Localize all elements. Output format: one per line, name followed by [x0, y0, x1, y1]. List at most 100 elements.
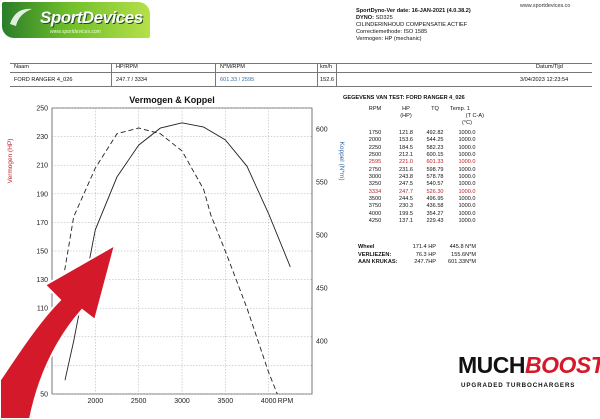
table-top-rule	[10, 63, 592, 64]
cell-tq: 496.95	[426, 196, 444, 203]
red-arrow-icon	[0, 242, 117, 419]
cell-rpm: 2500	[368, 152, 382, 159]
cell-rpm: 4250	[368, 218, 382, 225]
cell-tq: 492.82	[426, 130, 444, 136]
summary-v1: 171.4 HP	[412, 244, 436, 250]
col-divider	[317, 63, 318, 86]
cell-hp: 230.3	[399, 203, 413, 210]
cell-tq: 354.27	[426, 210, 444, 217]
summary-block: Wheel 171.4 HP 445.8 N*M VERLIEZEN: 76.3 HP 1…	[358, 244, 498, 267]
cell-tq: 436.58	[426, 203, 444, 210]
table-row: 2500 212.1 600.15 1000.0	[358, 152, 488, 159]
cell-hp: 247.7	[399, 188, 413, 195]
summary-row: Wheel 171.4 HP 445.8 N*M	[358, 244, 498, 252]
cell-temp: 1000.0	[458, 181, 476, 188]
cell-tq: 544.25	[426, 137, 444, 144]
header-datum: Datum/Tijd	[536, 64, 563, 70]
summary-v2: 155.6N*M	[451, 251, 476, 258]
table-row: 3000 243.8 578.78 1000.0	[358, 174, 488, 181]
chart-title: Vermogen & Koppel	[129, 95, 215, 105]
version-line: SportDyno-Ver date: 16-JAN-2021 (4.0.38.…	[356, 8, 471, 14]
cell-rpm: 4000	[368, 210, 382, 217]
y-left-axis-label: Vermogen (HP)	[7, 139, 14, 184]
value-kmh: 152.6	[320, 77, 334, 83]
y-left-tick-label: 150	[36, 249, 48, 256]
table-mid-rule	[10, 72, 592, 73]
cell-temp: 1000.0	[458, 144, 476, 151]
header-kmh: km/h	[320, 64, 333, 70]
table-row: 4250 137.1 229.43 1000.0	[358, 218, 488, 225]
y-left-tick-label: 110	[37, 306, 48, 313]
cell-temp: 1000.0	[458, 196, 476, 203]
report-header: SportDyno-Ver date: 16-JAN-2021 (4.0.38.…	[356, 8, 592, 43]
y-right-tick-label: 400	[316, 339, 328, 346]
y-right-tick-label: 550	[316, 180, 328, 187]
x-tick-label: 2500	[131, 398, 147, 405]
cell-rpm: 3500	[368, 196, 382, 203]
summary-row: AAN KRUKAS: 247.7HP 601.33N*M	[358, 259, 498, 267]
table-row: 4000 199.5 354.27 1000.0	[358, 211, 488, 218]
cell-rpm: 2750	[368, 166, 382, 173]
cell-rpm: 3000	[368, 174, 382, 181]
value-hp-rpm: 247.7 / 3334	[116, 77, 148, 83]
table-bottom-rule	[10, 86, 592, 87]
cell-hp: 247.5	[399, 181, 413, 188]
y-left-tick-label: 130	[36, 277, 48, 284]
summary-v1: 247.7HP	[414, 259, 436, 265]
logo-swoosh-icon	[10, 8, 32, 27]
cell-hp: 153.6	[399, 137, 413, 144]
header-hp-rpm: HP/RPM	[116, 64, 138, 70]
header-nm-rpm: N*M/RPM	[220, 64, 245, 70]
table-row: 3334 247.7 526.30 1000.0	[358, 189, 488, 196]
cell-tq: 598.79	[426, 166, 444, 173]
cell-tq: 601.33	[426, 159, 444, 166]
cell-temp: 1000.0	[458, 218, 476, 225]
cell-hp: 244.5	[399, 196, 413, 203]
cell-temp: 1000.0	[458, 203, 476, 210]
dyno-chart: 20002500300035004000RPM50709011013015017…	[7, 95, 345, 405]
value-naam: FORD RANGER 4_026	[14, 77, 73, 83]
power-unit-line: Vermogen: HP (mechanic)	[356, 36, 422, 42]
header-naam: Naam	[14, 64, 29, 70]
th-temp-c: (°C)	[461, 120, 472, 126]
y-left-tick-label: 230	[36, 134, 48, 141]
value-nm-rpm: 601.33 / 2595	[220, 77, 255, 83]
cell-hp: 199.5	[399, 210, 413, 217]
table-row: 3500 244.5 496.95 1000.0	[358, 196, 488, 203]
th-temp: Temp. 1	[450, 106, 470, 112]
th-temp-unit: (T C-A)	[465, 113, 484, 119]
x-tick-label: 3000	[174, 398, 190, 405]
brand-tagline: UPGRADED TURBOCHARGERS	[461, 382, 576, 389]
table-row: 2000 153.6 544.25 1000.0	[358, 137, 488, 144]
tests-rows: 1750 121.8 492.82 1000.0 2000 153.6 544.25 1000…	[358, 130, 488, 225]
cell-rpm: 2000	[368, 137, 382, 144]
summary-k: Wheel	[358, 244, 375, 250]
cell-rpm: 2595	[368, 159, 382, 166]
col-divider	[336, 63, 337, 86]
cell-temp: 1000.0	[458, 130, 476, 136]
cell-tq: 540.57	[426, 181, 444, 188]
site-url: www.sportdevices.co	[520, 3, 571, 9]
cell-rpm: 3334	[368, 188, 382, 195]
y-right-tick-label: 450	[316, 286, 328, 293]
logo-name: SportDevices	[40, 8, 143, 27]
y-left-tick-label: 210	[36, 163, 48, 170]
cell-hp: 137.1	[399, 218, 413, 225]
cell-temp: 1000.0	[458, 137, 476, 144]
y-left-tick-label: 50	[40, 392, 48, 399]
dyno-line: DYNO: SD325	[356, 15, 393, 21]
cell-temp: 1000.0	[458, 152, 476, 159]
cell-rpm: 1750	[368, 130, 382, 136]
y-left-tick-label: 170	[36, 220, 48, 227]
brand-name-b: BOOST	[525, 352, 600, 378]
cell-hp: 231.6	[399, 166, 413, 173]
cell-temp: 1000.0	[458, 166, 476, 173]
cell-rpm: 3250	[368, 181, 382, 188]
cell-tq: 600.15	[426, 152, 444, 159]
col-divider	[215, 63, 216, 86]
th-tq: TQ	[431, 106, 439, 112]
y-left-tick-label: 250	[36, 106, 48, 113]
cell-temp: 1000.0	[458, 159, 476, 166]
summary-v1: 76.3 HP	[415, 251, 436, 258]
summary-k: VERLIEZEN:	[358, 251, 392, 258]
